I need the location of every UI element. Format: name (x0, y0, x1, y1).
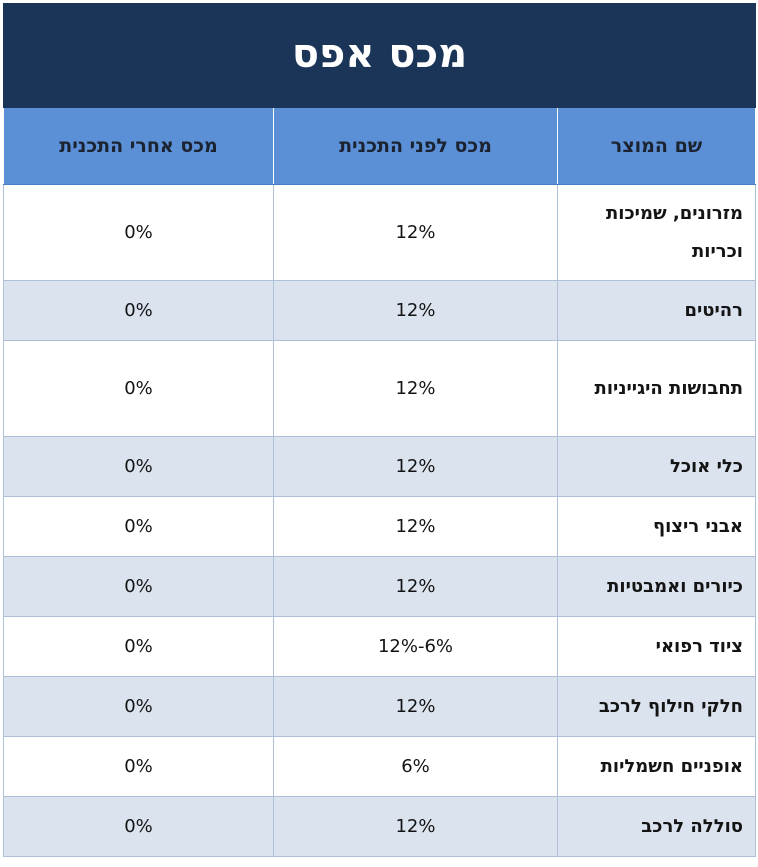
tax-after-cell: 0% (3, 436, 274, 497)
table-row: אבני ריצוף 12% 0% (3, 496, 756, 557)
tax-before-value: 12% (395, 222, 436, 243)
tax-after-cell: 0% (3, 340, 274, 437)
table-row: כיורים ואמבטיות 12% 0% (3, 556, 756, 617)
tax-before-value: 12% (395, 456, 436, 477)
tax-after-cell: 0% (3, 280, 274, 341)
product-name-cell: מזרונים, שמיכות וכריות (557, 184, 756, 281)
tax-after-value: 0% (124, 516, 153, 537)
product-name-cell: אבני ריצוף (557, 496, 756, 557)
tax-after-cell: 0% (3, 616, 274, 677)
tax-before-cell: 12% (273, 796, 558, 857)
tax-after-value: 0% (124, 456, 153, 477)
tax-before-cell: 6% (273, 736, 558, 797)
product-name-cell: כיורים ואמבטיות (557, 556, 756, 617)
tax-before-cell: 12% (273, 184, 558, 281)
table-row: אופניים חשמליות 6% 0% (3, 736, 756, 797)
table-row: סוללה לרכב 12% 0% (3, 796, 756, 857)
tax-after-cell: 0% (3, 736, 274, 797)
tax-before-value: 6% (401, 756, 430, 777)
tax-before-value: 12% (395, 576, 436, 597)
product-name-cell: כלי אוכל (557, 436, 756, 497)
product-name-cell: ציוד רפואי (557, 616, 756, 677)
tax-after-value: 0% (124, 696, 153, 717)
tax-after-value: 0% (124, 378, 153, 399)
table-row: ציוד רפואי 12%-6% 0% (3, 616, 756, 677)
tax-before-value: 12%-6% (377, 636, 454, 657)
tax-after-cell: 0% (3, 796, 274, 857)
product-name-cell: חלקי חילוף לרכב (557, 676, 756, 737)
tax-before-value: 12% (395, 696, 436, 717)
table-title: מכס אפס (3, 3, 756, 108)
tax-before-value: 12% (395, 300, 436, 321)
tax-after-value: 0% (124, 576, 153, 597)
tax-before-cell: 12% (273, 676, 558, 737)
customs-table: מכס אפס שם המוצר מכס לפני התכנית מכס אחר… (3, 3, 756, 857)
tax-before-value: 12% (395, 816, 436, 837)
table-row: כלי אוכל 12% 0% (3, 436, 756, 497)
tax-after-value: 0% (124, 756, 153, 777)
tax-after-value: 0% (124, 636, 153, 657)
product-name-cell: אופניים חשמליות (557, 736, 756, 797)
tax-before-cell: 12% (273, 280, 558, 341)
tax-after-cell: 0% (3, 184, 274, 281)
tax-before-cell: 12% (273, 496, 558, 557)
table-row: רהיטים 12% 0% (3, 280, 756, 341)
product-name-cell: סוללה לרכב (557, 796, 756, 857)
tax-before-cell: 12%-6% (273, 616, 558, 677)
table-row: חלקי חילוף לרכב 12% 0% (3, 676, 756, 737)
header-row: שם המוצר מכס לפני התכנית מכס אחרי התכנית (3, 107, 756, 185)
tax-after-cell: 0% (3, 556, 274, 617)
product-name-cell: רהיטים (557, 280, 756, 341)
header-tax-after: מכס אחרי התכנית (3, 107, 274, 185)
product-name-cell: תחבושות היגייניות (557, 340, 756, 437)
tax-before-value: 12% (395, 378, 436, 399)
tax-before-cell: 12% (273, 340, 558, 437)
header-product-name: שם המוצר (557, 107, 756, 185)
tax-before-cell: 12% (273, 436, 558, 497)
tax-after-value: 0% (124, 816, 153, 837)
tax-after-value: 0% (124, 300, 153, 321)
table-row: תחבושות היגייניות 12% 0% (3, 340, 756, 437)
tax-after-value: 0% (124, 222, 153, 243)
tax-before-cell: 12% (273, 556, 558, 617)
tax-after-cell: 0% (3, 676, 274, 737)
table-row: מזרונים, שמיכות וכריות 12% 0% (3, 184, 756, 281)
tax-after-cell: 0% (3, 496, 274, 557)
tax-before-value: 12% (395, 516, 436, 537)
header-tax-before: מכס לפני התכנית (273, 107, 558, 185)
title-row: מכס אפס (3, 3, 756, 108)
